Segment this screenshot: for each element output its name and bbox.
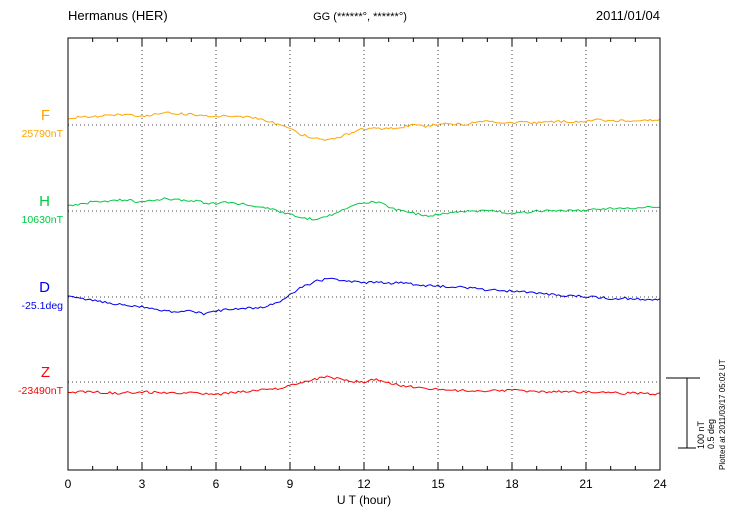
scale-bar: 100 nT 0.5 deg: [666, 377, 716, 449]
series-label-Z: Z: [41, 364, 50, 381]
series-label-F: F: [41, 107, 50, 124]
x-tick-label: 24: [653, 477, 667, 491]
x-tick-label: 9: [287, 477, 294, 491]
station-title: Hermanus (HER): [68, 8, 168, 23]
series-baseline-value-H: 10630nT: [22, 214, 64, 226]
x-tick-label: 3: [139, 477, 146, 491]
series-baseline-value-F: 25790nT: [22, 128, 64, 140]
trace-D: [67, 277, 661, 316]
scale-bar-nt-label: 100 nT: [696, 420, 706, 449]
trace-F: [67, 111, 661, 141]
plot-border: [67, 37, 661, 471]
trace-Z: [67, 375, 661, 396]
series-baseline-value-Z: -23490nT: [18, 385, 64, 397]
x-tick-label: 15: [431, 477, 445, 491]
x-tick-label: 18: [505, 477, 519, 491]
series-label-H: H: [39, 193, 50, 210]
x-tick-label: 12: [357, 477, 371, 491]
geographic-coordinates: GG (******°, ******°): [313, 11, 407, 23]
x-tick-label: 0: [65, 477, 72, 491]
x-tick-label: 6: [213, 477, 220, 491]
grid-layer: [68, 38, 660, 470]
traces-layer: [67, 111, 661, 396]
x-axis-label: U T (hour): [337, 493, 391, 507]
plot-date: 2011/01/04: [595, 8, 660, 23]
series-baseline-value-D: -25.1deg: [22, 300, 64, 312]
x-tick-label: 21: [579, 477, 593, 491]
labels-layer: 0 3 6 9 12 15 18 21 24 F 25790nT H 10630nT D -25.1deg Z…: [18, 107, 667, 491]
scale-bar-deg-label: 0.5 deg: [706, 419, 716, 449]
plotted-at-note: Plotted at 2011/03/17 05:02 UT: [718, 359, 727, 470]
series-label-D: D: [39, 279, 50, 296]
trace-H: [67, 197, 661, 221]
